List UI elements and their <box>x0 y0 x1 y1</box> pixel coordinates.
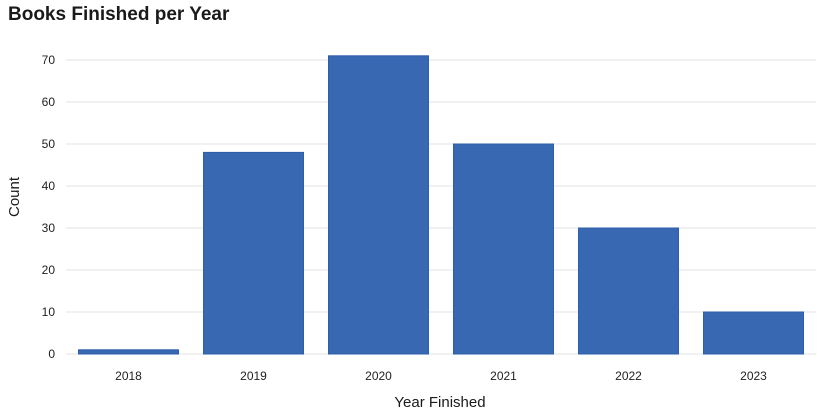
x-tick-label: 2023 <box>740 369 767 383</box>
bar-2021 <box>453 143 554 355</box>
bar-layer <box>78 55 804 355</box>
bar-2023 <box>703 311 804 355</box>
grid-layer <box>66 59 816 355</box>
y-tick-label: 40 <box>42 179 56 193</box>
x-tick-label: 2021 <box>490 369 517 383</box>
y-tick-label: 70 <box>42 53 56 67</box>
bar-2022 <box>578 227 679 355</box>
x-tick-label: 2018 <box>115 369 142 383</box>
y-tick-label: 50 <box>42 137 56 151</box>
y-axis-ticks: 0 10 20 30 40 50 60 70 <box>42 53 56 361</box>
x-axis-ticks: 2018 2019 2020 2021 2022 2023 <box>115 369 767 383</box>
chart-title: Books Finished per Year <box>8 4 230 25</box>
y-axis-title: Count <box>6 176 23 217</box>
y-tick-label: 60 <box>42 95 56 109</box>
x-axis-title: Year Finished <box>394 394 485 411</box>
bar-2020 <box>328 55 429 355</box>
y-tick-label: 20 <box>42 263 56 277</box>
x-tick-label: 2019 <box>240 369 267 383</box>
x-tick-label: 2022 <box>615 369 642 383</box>
y-tick-label: 10 <box>42 305 56 319</box>
x-tick-label: 2020 <box>365 369 392 383</box>
y-tick-label: 0 <box>48 347 55 361</box>
y-tick-label: 30 <box>42 221 56 235</box>
bar-2018 <box>78 349 179 355</box>
bar-2019 <box>203 151 304 355</box>
